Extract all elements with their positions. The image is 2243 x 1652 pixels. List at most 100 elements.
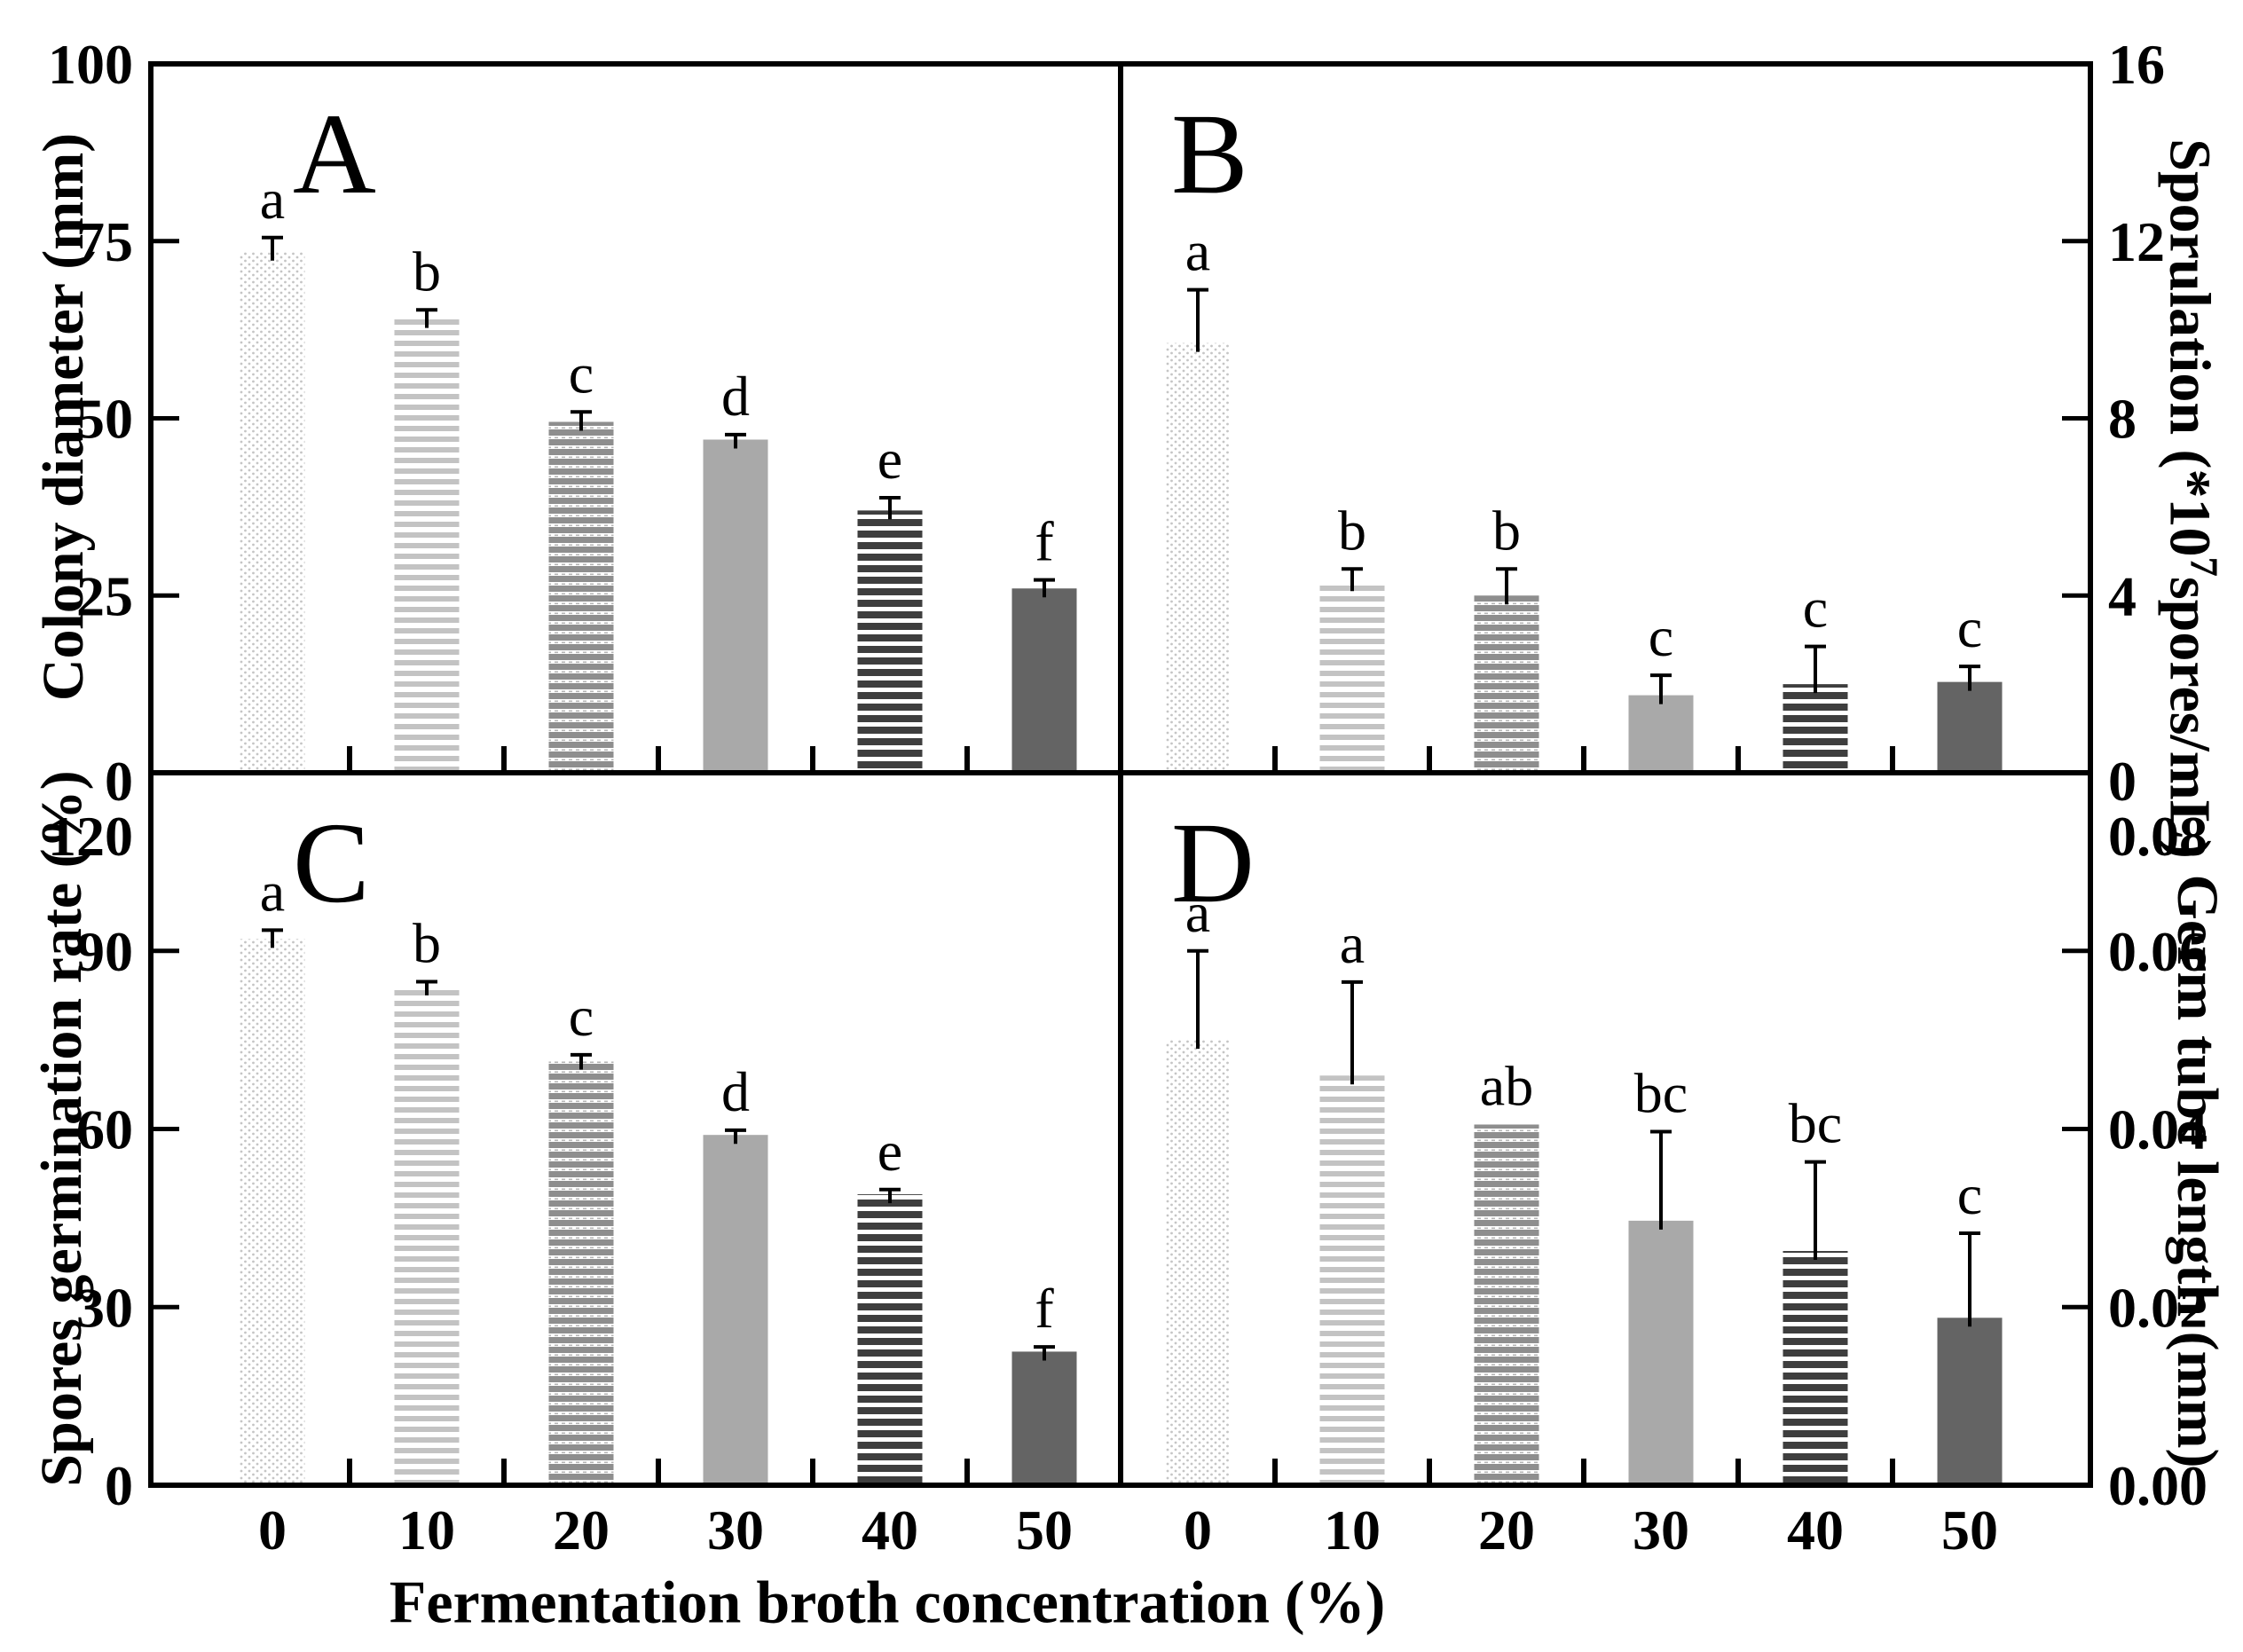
y-tick-label-D: 0.04 — [2108, 1098, 2208, 1161]
bar-C-50 — [1011, 1351, 1077, 1487]
error-bar-A-50 — [1034, 578, 1055, 598]
sig-letter-B-50: c — [1957, 596, 1982, 659]
bar-C-0 — [240, 939, 305, 1487]
error-bar-B-0 — [1187, 287, 1208, 352]
bar-D-20 — [1474, 1124, 1539, 1487]
sig-letter-D-20: ab — [1480, 1054, 1533, 1117]
sig-letter-B-20: b — [1492, 499, 1521, 562]
error-bar-B-40 — [1805, 644, 1826, 694]
panel-letter-A: A — [293, 90, 376, 218]
y-tick-label-C: 90 — [76, 920, 133, 983]
panel-letter-B: B — [1171, 90, 1248, 218]
x-tick-label-C-20: 20 — [553, 1499, 610, 1562]
bar-C-20 — [548, 1060, 614, 1487]
sig-letter-C-30: d — [721, 1060, 750, 1123]
error-bar-C-40 — [879, 1187, 901, 1204]
sig-letter-C-0: a — [260, 860, 285, 923]
x-tick-label-D-10: 10 — [1324, 1499, 1381, 1562]
y-tick-label-D: 0.06 — [2108, 920, 2208, 983]
y-tick-label-B: 8 — [2108, 388, 2137, 451]
y-tick-label-D: 0.00 — [2108, 1454, 2208, 1517]
bar-D-10 — [1319, 1075, 1385, 1487]
error-bar-C-50 — [1034, 1345, 1055, 1361]
x-tick-label-C-50: 50 — [1016, 1499, 1073, 1562]
bar-A-10 — [394, 319, 460, 775]
axes-frame — [148, 61, 2093, 1488]
y-tick-label-C: 120 — [48, 805, 133, 868]
sig-letter-D-30: bc — [1634, 1062, 1688, 1125]
y-tick-label-A: 100 — [48, 33, 133, 96]
sig-letter-B-30: c — [1649, 605, 1673, 668]
sig-letter-C-20: c — [569, 985, 594, 1048]
bar-B-20 — [1474, 595, 1539, 775]
sig-letter-D-10: a — [1340, 912, 1365, 975]
y-tick-label-B: 16 — [2108, 33, 2165, 96]
sig-letter-C-50: f — [1035, 1277, 1054, 1340]
bar-B-40 — [1783, 684, 1848, 775]
x-tick-label-C-10: 10 — [398, 1499, 455, 1562]
sig-letter-A-10: b — [413, 240, 441, 303]
y-tick-label-A: 75 — [76, 210, 133, 273]
sig-letter-D-40: bc — [1789, 1092, 1842, 1155]
sig-letter-B-40: c — [1803, 577, 1828, 640]
bar-D-30 — [1628, 1220, 1694, 1487]
bar-C-10 — [394, 986, 460, 1487]
y-axis-title-germ-tube-length: Germ tube length (mm) — [2165, 874, 2230, 1468]
error-bar-B-20 — [1496, 567, 1517, 605]
panel-B: a b b c c c 0 4 8 12 16 B — [1165, 33, 2165, 813]
bar-A-20 — [548, 421, 614, 775]
error-bar-C-30 — [725, 1128, 746, 1145]
x-tick-label-D-40: 40 — [1787, 1499, 1844, 1562]
x-tick-label-D-50: 50 — [1941, 1499, 1998, 1562]
error-bar-C-0 — [262, 928, 283, 948]
sig-letter-C-10: b — [413, 912, 441, 975]
bar-C-30 — [703, 1135, 768, 1487]
error-bar-B-50 — [1959, 665, 1980, 691]
sig-letter-C-40: e — [878, 1120, 902, 1183]
sporulation-label-text: spores/mL) — [2157, 576, 2223, 859]
y-tick-label-C: 0 — [105, 1454, 133, 1517]
error-bar-A-30 — [725, 432, 746, 449]
y-tick-label-A: 50 — [76, 388, 133, 451]
y-tick-label-A: 0 — [105, 750, 133, 813]
bar-A-0 — [240, 251, 305, 775]
panel-C: a b c d e f 0 30 60 90 120 C 0 10 20 30 40 50 — [48, 799, 1077, 1562]
y-axis-title-colony-diameter: Colony diameter (mm) — [31, 132, 96, 702]
bar-A-50 — [1011, 588, 1077, 775]
bar-C-40 — [857, 1194, 923, 1487]
x-tick-label-C-0: 0 — [258, 1499, 287, 1562]
y-tick-label-D: 0.02 — [2108, 1276, 2208, 1339]
y-tick-label-B: 4 — [2108, 564, 2137, 627]
sig-letter-D-50: c — [1957, 1163, 1982, 1226]
sporulation-exponent: 7 — [2182, 556, 2227, 577]
error-bar-A-40 — [879, 495, 901, 520]
sig-letter-B-0: a — [1185, 220, 1210, 283]
error-bar-D-40 — [1805, 1160, 1826, 1261]
error-bar-C-10 — [416, 979, 437, 995]
bar-A-40 — [857, 510, 923, 775]
bar-D-40 — [1783, 1251, 1848, 1487]
panel-letter-D: D — [1171, 799, 1255, 927]
sig-letter-A-40: e — [878, 428, 902, 491]
y-tick-label-B: 12 — [2108, 210, 2165, 273]
y-tick-label-C: 60 — [76, 1098, 133, 1161]
sig-letter-A-30: d — [721, 365, 750, 428]
sig-letter-D-0: a — [1185, 881, 1210, 944]
error-bar-D-30 — [1650, 1129, 1672, 1230]
y-tick-label-B: 0 — [2108, 750, 2137, 813]
error-bar-A-0 — [262, 235, 283, 261]
panel-letter-C: C — [293, 799, 370, 927]
sig-letter-A-50: f — [1035, 510, 1054, 573]
bar-B-10 — [1319, 582, 1385, 775]
x-tick-label-C-30: 30 — [707, 1499, 764, 1562]
y-axis-title-germination-rate: Spores germination rate (%) — [29, 770, 94, 1487]
error-bar-D-0 — [1187, 948, 1208, 1050]
error-bar-D-10 — [1342, 979, 1363, 1085]
y-tick-label-A: 25 — [76, 564, 133, 627]
y-axis-title-sporulation: Sporulation (*107spores/mL) — [2156, 138, 2228, 858]
error-bar-B-10 — [1342, 567, 1363, 592]
x-tick-label-C-40: 40 — [862, 1499, 918, 1562]
bar-B-30 — [1628, 695, 1694, 775]
